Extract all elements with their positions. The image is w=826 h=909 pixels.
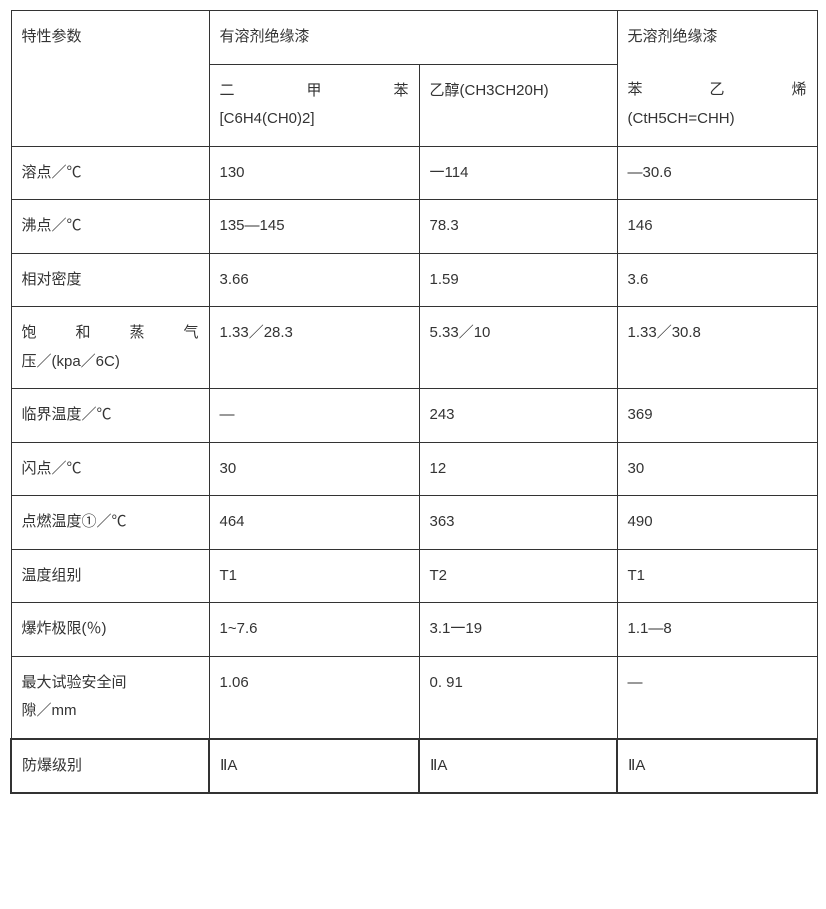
row-cell: T1 bbox=[617, 549, 817, 603]
row-cell: 1.33／28.3 bbox=[209, 307, 419, 389]
row-cell: 464 bbox=[209, 496, 419, 550]
row-cell: 1.59 bbox=[419, 253, 617, 307]
row-cell: 5.33／10 bbox=[419, 307, 617, 389]
header-xylene: 二甲苯 [C6H4(CH0)2] bbox=[209, 64, 419, 146]
row-cell: 1.33／30.8 bbox=[617, 307, 817, 389]
table-row: 饱和蒸气 压／(kpa／6C) 1.33／28.3 5.33／10 1.33／3… bbox=[11, 307, 817, 389]
row-label-line2: 压／(kpa／6C) bbox=[22, 348, 199, 377]
header-styrene: 苯乙烯 (CtH5CH=CHH) bbox=[617, 64, 817, 146]
row-cell: 369 bbox=[617, 389, 817, 443]
row-cell: 363 bbox=[419, 496, 617, 550]
row-label-line1: 饱和蒸气 bbox=[22, 319, 199, 348]
row-label: 溶点／℃ bbox=[11, 146, 209, 200]
row-cell: 135—145 bbox=[209, 200, 419, 254]
row-label: 爆炸极限(％) bbox=[11, 603, 209, 657]
row-cell: 78.3 bbox=[419, 200, 617, 254]
header-styrene-formula: (CtH5CH=CHH) bbox=[628, 105, 807, 134]
row-cell: ⅡA bbox=[617, 739, 817, 794]
row-cell: 1.1—8 bbox=[617, 603, 817, 657]
table-row: 闪点／℃ 30 12 30 bbox=[11, 442, 817, 496]
row-cell: — bbox=[209, 389, 419, 443]
row-cell: 146 bbox=[617, 200, 817, 254]
row-cell: ⅡA bbox=[419, 739, 617, 794]
table-row: 最大试验安全间 隙／mm 1.06 0. 91 — bbox=[11, 656, 817, 739]
header-param-label: 特性参数 bbox=[11, 11, 209, 147]
header-ethanol: 乙醇(CH3CH20H) bbox=[419, 64, 617, 146]
table-row: 临界温度／℃ — 243 369 bbox=[11, 389, 817, 443]
row-cell: — bbox=[617, 656, 817, 739]
row-label: 饱和蒸气 压／(kpa／6C) bbox=[11, 307, 209, 389]
row-label: 温度组别 bbox=[11, 549, 209, 603]
header-solvent-label: 有溶剂绝缘漆 bbox=[209, 11, 617, 65]
header-xylene-formula: [C6H4(CH0)2] bbox=[220, 105, 409, 134]
row-cell: 30 bbox=[617, 442, 817, 496]
row-cell: 12 bbox=[419, 442, 617, 496]
table-header-row-1: 特性参数 有溶剂绝缘漆 无溶剂绝缘漆 bbox=[11, 11, 817, 65]
row-label-line1: 最大试验安全间 bbox=[22, 669, 199, 698]
row-cell: 30 bbox=[209, 442, 419, 496]
row-cell: T1 bbox=[209, 549, 419, 603]
row-label-line2: 隙／mm bbox=[22, 697, 199, 726]
table-row: 相对密度 3.66 1.59 3.6 bbox=[11, 253, 817, 307]
properties-table: 特性参数 有溶剂绝缘漆 无溶剂绝缘漆 二甲苯 [C6H4(CH0)2] 乙醇(C… bbox=[10, 10, 818, 794]
row-label: 闪点／℃ bbox=[11, 442, 209, 496]
row-cell: —30.6 bbox=[617, 146, 817, 200]
header-xylene-name: 二甲苯 bbox=[220, 77, 409, 106]
row-cell: 490 bbox=[617, 496, 817, 550]
row-cell: 130 bbox=[209, 146, 419, 200]
row-label: 沸点／℃ bbox=[11, 200, 209, 254]
table-row: 防爆级别 ⅡA ⅡA ⅡA bbox=[11, 739, 817, 794]
row-label: 临界温度／℃ bbox=[11, 389, 209, 443]
row-label: 防爆级别 bbox=[11, 739, 209, 794]
row-cell: 1.06 bbox=[209, 656, 419, 739]
row-label: 点燃温度①／℃ bbox=[11, 496, 209, 550]
row-cell: 3.66 bbox=[209, 253, 419, 307]
header-solventless-label: 无溶剂绝缘漆 bbox=[617, 11, 817, 65]
row-label: 最大试验安全间 隙／mm bbox=[11, 656, 209, 739]
header-styrene-name: 苯乙烯 bbox=[628, 76, 807, 105]
row-cell: 一114 bbox=[419, 146, 617, 200]
table-row: 点燃温度①／℃ 464 363 490 bbox=[11, 496, 817, 550]
row-cell: T2 bbox=[419, 549, 617, 603]
row-cell: 3.6 bbox=[617, 253, 817, 307]
row-cell: 3.1一19 bbox=[419, 603, 617, 657]
table-row: 溶点／℃ 130 一114 —30.6 bbox=[11, 146, 817, 200]
row-cell: ⅡA bbox=[209, 739, 419, 794]
row-cell: 243 bbox=[419, 389, 617, 443]
row-label: 相对密度 bbox=[11, 253, 209, 307]
row-cell: 1~7.6 bbox=[209, 603, 419, 657]
table-row: 爆炸极限(％) 1~7.6 3.1一19 1.1—8 bbox=[11, 603, 817, 657]
table-row: 温度组别 T1 T2 T1 bbox=[11, 549, 817, 603]
table-row: 沸点／℃ 135—145 78.3 146 bbox=[11, 200, 817, 254]
row-cell: 0. 91 bbox=[419, 656, 617, 739]
